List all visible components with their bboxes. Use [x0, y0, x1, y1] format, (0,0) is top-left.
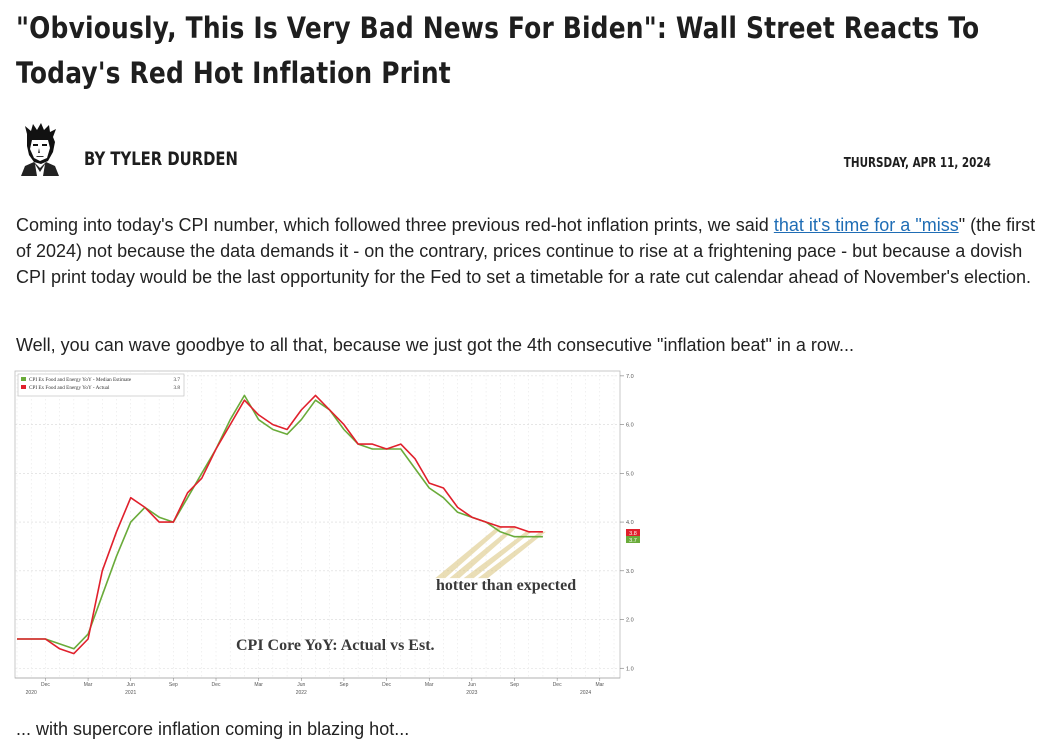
paragraph-intro-text-a: Coming into today's CPI number, which fo… — [16, 215, 774, 235]
x-tick-label-3: Sep — [169, 682, 178, 688]
publish-date: THURSDAY, APR 11, 2024 — [843, 156, 991, 171]
y-axis-labels: 7.0 6.0 5.0 4.0 3.0 2.0 1.0 — [620, 374, 634, 672]
highlight-band-3 — [435, 526, 504, 579]
article-title: "Obviously, This Is Very Bad News For Bi… — [16, 11, 980, 90]
y-tick-label-3: 4.0 — [626, 520, 634, 526]
paragraph-intro: Coming into today's CPI number, which fo… — [16, 212, 1051, 290]
x-tick-label-8: Dec — [382, 682, 391, 688]
chart-svg: 7.0 6.0 5.0 4.0 3.0 2.0 1.0 Dec Mar Jun Sep Dec Mar… — [14, 369, 642, 697]
legend-label-estimate: CPI Ex Food and Energy YoY - Median Esti… — [29, 377, 132, 383]
x-year-label-2: 2022 — [296, 690, 307, 696]
badge-actual-text: 3.8 — [629, 531, 637, 537]
legend-frame — [17, 373, 185, 397]
paragraph-intro-text-b: " (the first of 2024) not because the da… — [16, 215, 1036, 287]
x-tick-label-4: Dec — [212, 682, 221, 688]
last-value-badges: 3.8 3.7 — [626, 529, 640, 544]
paragraph-supercore: ... with supercore inflation coming in b… — [16, 719, 410, 739]
paragraph-goodbye: Well, you can wave goodbye to all that, … — [16, 335, 854, 355]
legend-box: CPI Ex Food and Energy YoY - Median Esti… — [17, 373, 185, 397]
series-lines — [17, 394, 543, 655]
x-tick-label-7: Sep — [339, 682, 348, 688]
x-tick-label-6: Jun — [297, 682, 305, 688]
author-avatar[interactable] — [17, 122, 63, 176]
x-year-label-1: 2021 — [125, 690, 136, 696]
x-tick-label-0: Dec — [41, 682, 50, 688]
highlight-bands — [435, 526, 546, 579]
chart-title: CPI Core YoY: Actual vs Est. — [236, 637, 435, 654]
legend-value-actual: 3.8 — [174, 385, 181, 391]
chart-background — [14, 369, 642, 697]
x-year-label-4: 2024 — [580, 690, 591, 696]
y-tick-label-4: 3.0 — [626, 569, 634, 575]
x-tick-label-12: Dec — [553, 682, 562, 688]
x-tick-label-13: Mar — [595, 682, 604, 688]
x-tick-label-5: Mar — [254, 682, 263, 688]
chart-annotation: hotter than expected — [436, 577, 576, 594]
x-year-label-0: 2020 — [26, 690, 37, 696]
highlight-band-0 — [477, 531, 546, 579]
legend-label-actual: CPI Ex Food and Energy YoY - Actual — [29, 385, 110, 391]
author-byline[interactable]: BY TYLER DURDEN — [84, 148, 238, 170]
x-tick-label-11: Sep — [510, 682, 519, 688]
x-tick-label-1: Mar — [84, 682, 93, 688]
cpi-core-chart: 7.0 6.0 5.0 4.0 3.0 2.0 1.0 Dec Mar Jun Sep Dec Mar… — [14, 369, 642, 697]
y-tick-label-1: 6.0 — [626, 423, 634, 429]
x-tick-label-9: Mar — [425, 682, 434, 688]
series-line-estimate — [17, 394, 543, 650]
highlight-band-2 — [449, 526, 518, 579]
legend-swatch-estimate — [21, 377, 26, 381]
y-tick-label-5: 2.0 — [626, 618, 634, 624]
legend-swatch-actual — [21, 385, 26, 389]
x-tick-label-2: Jun — [127, 682, 135, 688]
grid-lines — [15, 371, 620, 678]
series-line-actual — [17, 394, 543, 655]
badge-actual — [626, 529, 640, 536]
x-axis-labels: Dec Mar Jun Sep Dec Mar Jun Sep Dec Mar Jun Sep Dec M… — [15, 677, 620, 696]
y-tick-label-0: 7.0 — [626, 374, 634, 380]
highlight-band-1 — [463, 531, 532, 579]
legend-value-estimate: 3.7 — [174, 377, 181, 383]
y-tick-label-2: 5.0 — [626, 471, 634, 477]
y-tick-label-6: 1.0 — [626, 666, 634, 672]
badge-estimate-text: 3.7 — [629, 538, 637, 544]
x-tick-label-10: Jun — [468, 682, 476, 688]
miss-article-link[interactable]: that it's time for a "miss — [773, 215, 959, 235]
x-year-label-3: 2023 — [466, 690, 477, 696]
badge-estimate — [626, 536, 640, 543]
